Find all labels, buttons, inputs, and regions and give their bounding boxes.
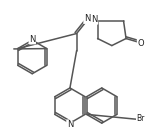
Text: N: N: [67, 120, 73, 129]
Text: O: O: [137, 39, 144, 48]
Text: N: N: [84, 14, 90, 23]
Text: N: N: [29, 35, 35, 44]
Text: Br: Br: [136, 114, 145, 124]
Text: N: N: [91, 15, 98, 24]
